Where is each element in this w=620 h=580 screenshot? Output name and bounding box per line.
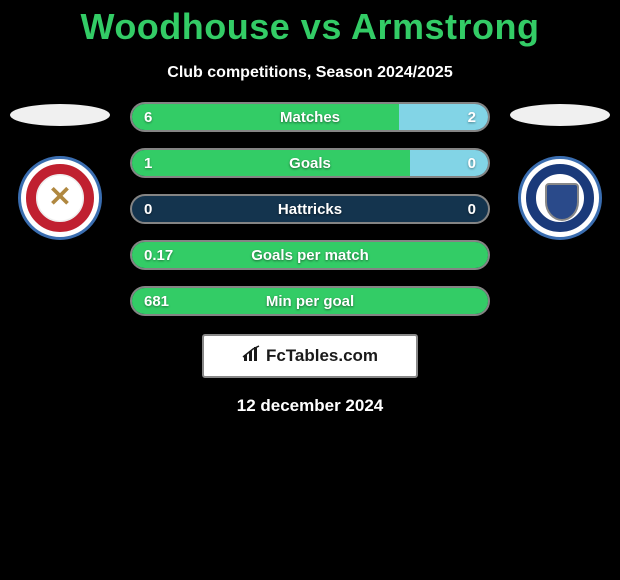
main-row: 6 Matches 2 1 Goals 0 0 Hattricks 0 xyxy=(0,102,620,316)
player-photo-placeholder-right xyxy=(510,104,610,126)
stat-bar-right-fill xyxy=(410,150,488,176)
player-photo-placeholder-left xyxy=(10,104,110,126)
stat-right-value: 2 xyxy=(468,109,476,126)
stat-right-value: 0 xyxy=(468,201,476,218)
stat-left-value: 681 xyxy=(144,293,169,310)
brand-badge[interactable]: FcTables.com xyxy=(202,334,418,378)
comparison-card: Woodhouse vs Armstrong Club competitions… xyxy=(0,0,620,416)
page-title: Woodhouse vs Armstrong xyxy=(0,0,620,48)
date-label: 12 december 2024 xyxy=(0,396,620,416)
page-subtitle: Club competitions, Season 2024/2025 xyxy=(0,64,620,82)
stat-bar-goals-per-match: 0.17 Goals per match xyxy=(130,240,490,270)
stat-label: Min per goal xyxy=(266,293,354,310)
stat-left-value: 6 xyxy=(144,109,152,126)
stat-bar-hattricks: 0 Hattricks 0 xyxy=(130,194,490,224)
stats-bars: 6 Matches 2 1 Goals 0 0 Hattricks 0 xyxy=(112,102,508,316)
stat-bar-matches: 6 Matches 2 xyxy=(130,102,490,132)
stat-label: Hattricks xyxy=(278,201,342,218)
stat-right-value: 0 xyxy=(468,155,476,172)
stat-bar-left-fill xyxy=(132,104,399,130)
stat-label: Matches xyxy=(280,109,340,126)
club-crest-right xyxy=(518,156,602,240)
right-player-col xyxy=(508,102,612,240)
stat-bar-min-per-goal: 681 Min per goal xyxy=(130,286,490,316)
stat-label: Goals per match xyxy=(251,247,369,264)
stat-bar-goals: 1 Goals 0 xyxy=(130,148,490,178)
stat-bar-left-fill xyxy=(132,150,410,176)
stat-label: Goals xyxy=(289,155,331,172)
brand-text: FcTables.com xyxy=(266,346,378,366)
stat-left-value: 1 xyxy=(144,155,152,172)
stat-left-value: 0.17 xyxy=(144,247,173,264)
club-crest-left xyxy=(18,156,102,240)
left-player-col xyxy=(8,102,112,240)
stat-left-value: 0 xyxy=(144,201,152,218)
chart-icon xyxy=(242,345,262,368)
